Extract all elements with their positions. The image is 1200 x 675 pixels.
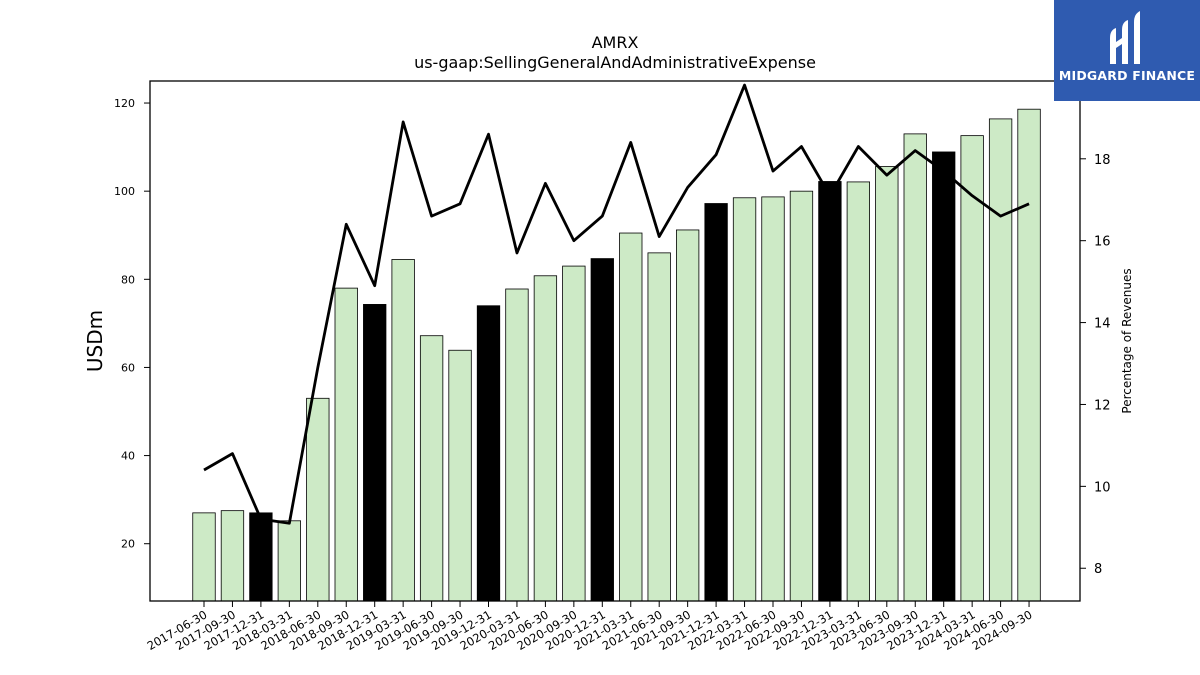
y2-axis-label: Percentage of Revenues: [1120, 268, 1134, 413]
bar-2018-06-30: [306, 397, 330, 602]
bar-2023-12-31: [932, 151, 956, 602]
bar-2019-03-31: [391, 259, 415, 602]
y2-tick-label: 8: [1094, 562, 1102, 577]
line-layer: [203, 83, 1030, 525]
y-tick-label: 120: [114, 97, 135, 110]
bar-2020-12-31: [590, 258, 614, 602]
bar-2021-12-31: [704, 203, 728, 602]
y2-tick-label: 14: [1094, 317, 1111, 332]
bar-2019-06-30: [419, 335, 444, 602]
bar-2021-09-30: [676, 229, 700, 602]
ratio-line: [203, 83, 1030, 525]
bar-2019-12-31: [476, 305, 501, 602]
y-tick-label: 80: [121, 273, 135, 286]
chart-subtitle: us-gaap:SellingGeneralAndAdministrativeE…: [414, 53, 816, 72]
y-tick-label: 40: [121, 450, 135, 463]
bar-2023-03-31: [846, 181, 870, 602]
bar-2023-06-30: [875, 166, 899, 602]
y-axis-left: 20 40 60 80 100 120: [114, 97, 150, 551]
bar-2023-09-30: [903, 133, 927, 602]
y2-tick-label: 16: [1094, 235, 1111, 250]
chart-title: AMRX: [592, 33, 639, 52]
bar-2024-03-31: [960, 135, 984, 602]
bar-2024-09-30: [1017, 108, 1041, 602]
bar-2017-09-30: [220, 510, 245, 602]
bar-2017-06-30: [192, 512, 216, 602]
y-axis-label: USDm: [83, 310, 107, 372]
y-tick-label: 100: [114, 185, 135, 198]
y-tick-label: 60: [121, 361, 135, 374]
y2-tick-label: 12: [1094, 398, 1111, 413]
x-axis: 2017-06-302017-09-302017-12-312018-03-31…: [145, 601, 1035, 653]
bar-2021-03-31: [619, 232, 643, 602]
bar-2017-12-31: [249, 512, 273, 602]
bar-2020-09-30: [562, 265, 586, 602]
bar-2022-09-30: [789, 190, 814, 602]
bar-2022-12-31: [818, 181, 842, 602]
midgard-logo-icon: [1110, 11, 1140, 64]
y2-tick-label: 18: [1094, 153, 1111, 168]
bar-2020-06-30: [533, 275, 558, 602]
bar-2018-12-31: [363, 304, 387, 602]
bar-2021-06-30: [647, 252, 671, 602]
bars-layer: [192, 108, 1041, 602]
bar-2020-03-31: [505, 288, 529, 602]
bar-2022-03-31: [732, 197, 757, 602]
bar-2018-03-31: [277, 520, 302, 602]
bar-2022-06-30: [761, 196, 785, 602]
bar-2018-09-30: [334, 287, 358, 602]
brand-name: MIDGARD FINANCE: [1058, 68, 1196, 83]
brand-logo: MIDGARD FINANCE: [1054, 0, 1200, 101]
bar-2019-09-30: [448, 349, 472, 602]
y-tick-label: 20: [121, 538, 135, 551]
y2-tick-label: 10: [1094, 480, 1111, 495]
bar-2024-06-30: [988, 118, 1013, 602]
y-axis-right: 8 10 12 14 16 18: [1080, 153, 1111, 577]
plot-frame: [149, 80, 1081, 602]
